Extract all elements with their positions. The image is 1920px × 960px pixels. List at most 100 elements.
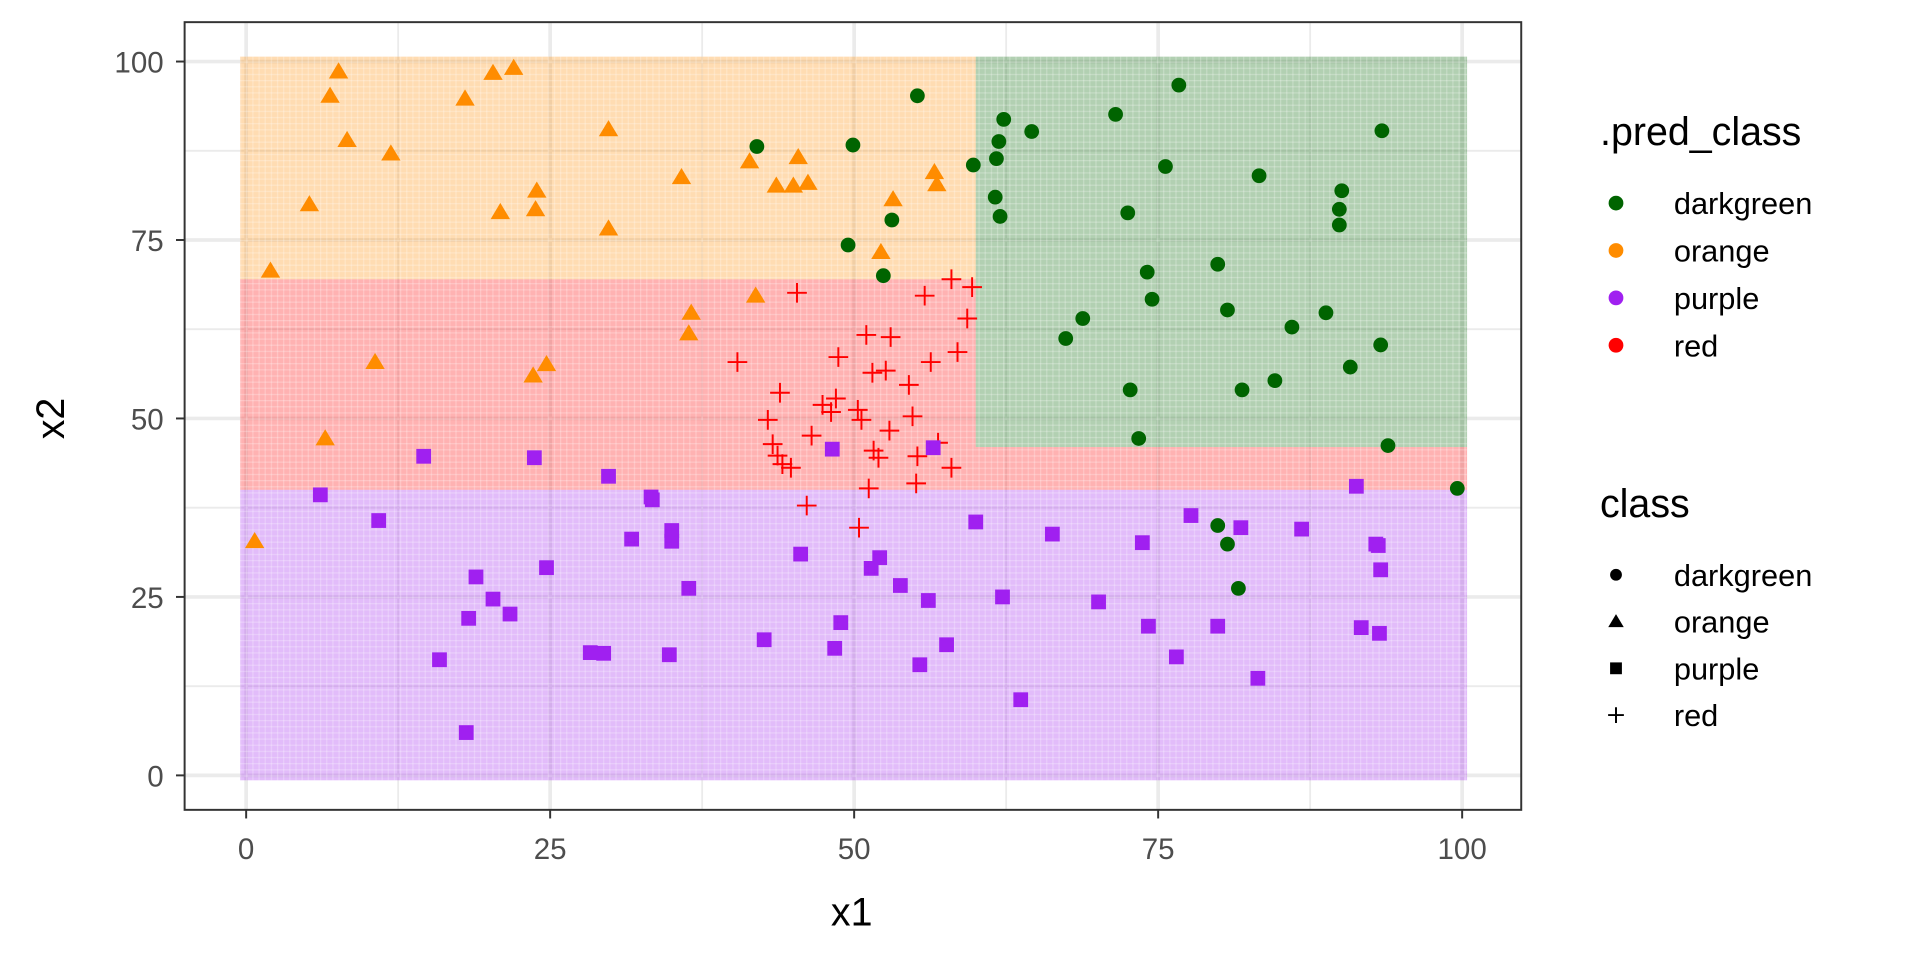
legend-title: class xyxy=(1600,482,1690,526)
point-darkgreen xyxy=(1144,291,1160,307)
point-red xyxy=(772,454,793,474)
point-purple xyxy=(1169,649,1184,665)
point-orange xyxy=(871,242,891,260)
point-orange xyxy=(681,303,701,320)
point-darkgreen xyxy=(1331,201,1347,217)
y-tick-label: 25 xyxy=(131,582,164,615)
point-purple xyxy=(582,645,598,660)
legend-key-circle xyxy=(1610,568,1622,581)
point-red xyxy=(828,347,849,367)
legend-key-square xyxy=(1610,662,1622,675)
point-orange xyxy=(766,176,787,193)
point-red xyxy=(796,495,817,516)
point-red xyxy=(941,457,962,478)
point-purple xyxy=(661,647,677,663)
point-red xyxy=(914,285,935,306)
region-texture xyxy=(975,447,1468,490)
point-orange xyxy=(788,147,808,165)
point-purple xyxy=(833,615,849,631)
legend-label: orange xyxy=(1674,605,1770,640)
legend-label: purple xyxy=(1674,281,1759,316)
point-red xyxy=(849,517,869,538)
point-darkgreen xyxy=(1231,580,1246,596)
legend-label: orange xyxy=(1674,234,1770,269)
point-orange xyxy=(381,144,401,161)
point-purple xyxy=(827,640,843,656)
point-orange xyxy=(927,175,947,192)
point-purple xyxy=(1091,594,1106,610)
point-purple xyxy=(1353,620,1369,636)
point-purple xyxy=(432,652,447,668)
point-purple xyxy=(1233,520,1249,536)
legend-label: red xyxy=(1674,328,1718,363)
point-purple xyxy=(644,492,660,508)
point-darkgreen xyxy=(1331,217,1347,233)
point-red xyxy=(880,327,901,347)
point-purple xyxy=(502,606,518,622)
point-purple xyxy=(892,578,908,593)
point-orange xyxy=(260,261,281,278)
point-orange xyxy=(598,219,619,236)
point-purple xyxy=(416,448,432,464)
point-orange xyxy=(883,190,903,207)
legend-class: class darkgreen orange purple red xyxy=(1600,482,1812,733)
point-purple xyxy=(1141,618,1156,634)
point-red xyxy=(906,473,927,494)
point-purple xyxy=(681,580,697,596)
point-purple xyxy=(1210,618,1226,634)
point-red xyxy=(947,342,968,362)
point-darkgreen xyxy=(1158,159,1173,174)
point-darkgreen xyxy=(1449,481,1465,496)
point-darkgreen xyxy=(992,209,1008,224)
point-orange xyxy=(365,352,385,369)
panel-border xyxy=(183,21,1523,811)
point-darkgreen xyxy=(845,137,861,153)
point-darkgreen xyxy=(996,111,1012,127)
legend-key-orange xyxy=(1608,243,1624,258)
x-axis-title: x1 xyxy=(831,891,873,935)
legend-key-cross xyxy=(1608,707,1624,723)
legend-key-red xyxy=(1608,337,1624,353)
point-red xyxy=(847,400,868,420)
point-red xyxy=(902,406,923,427)
point-purple xyxy=(756,632,772,648)
point-red xyxy=(920,352,941,372)
legend-label: purple xyxy=(1674,651,1759,686)
point-red xyxy=(862,362,883,383)
point-darkgreen xyxy=(1120,205,1136,221)
legend-label: darkgreen xyxy=(1674,558,1812,593)
point-purple xyxy=(468,569,484,585)
point-darkgreen xyxy=(1024,124,1040,139)
point-red xyxy=(826,388,846,409)
point-purple xyxy=(1250,670,1266,686)
y-tick-label: 75 xyxy=(131,225,164,258)
point-darkgreen xyxy=(1108,106,1123,122)
point-orange xyxy=(483,63,503,80)
legend-pred-class: .pred_class darkgreen orange purple red xyxy=(1600,110,1812,363)
x-tick-label: 100 xyxy=(1438,833,1487,866)
legend-label: red xyxy=(1674,698,1718,733)
y-tick-label: 0 xyxy=(147,760,163,793)
point-darkgreen xyxy=(749,139,765,154)
point-purple xyxy=(371,513,387,528)
point-purple xyxy=(863,560,879,576)
point-darkgreen xyxy=(1251,168,1267,184)
point-purple xyxy=(596,645,612,661)
point-darkgreen xyxy=(1220,536,1235,552)
legend-key-purple xyxy=(1608,290,1624,306)
y-axis-title: x2 xyxy=(29,398,73,440)
legend-key-darkgreen xyxy=(1608,195,1624,211)
point-purple xyxy=(485,591,501,607)
x-axis: 0 25 50 75 100 xyxy=(238,809,1487,866)
x-tick-label: 50 xyxy=(838,833,871,866)
point-orange xyxy=(490,202,510,220)
point-orange xyxy=(783,176,804,193)
point-darkgreen xyxy=(1220,302,1235,318)
point-red xyxy=(781,457,801,478)
point-darkgreen xyxy=(1139,264,1155,280)
point-darkgreen xyxy=(1284,319,1300,335)
point-orange xyxy=(798,173,818,190)
point-darkgreen xyxy=(884,212,900,228)
point-darkgreen xyxy=(875,268,891,284)
